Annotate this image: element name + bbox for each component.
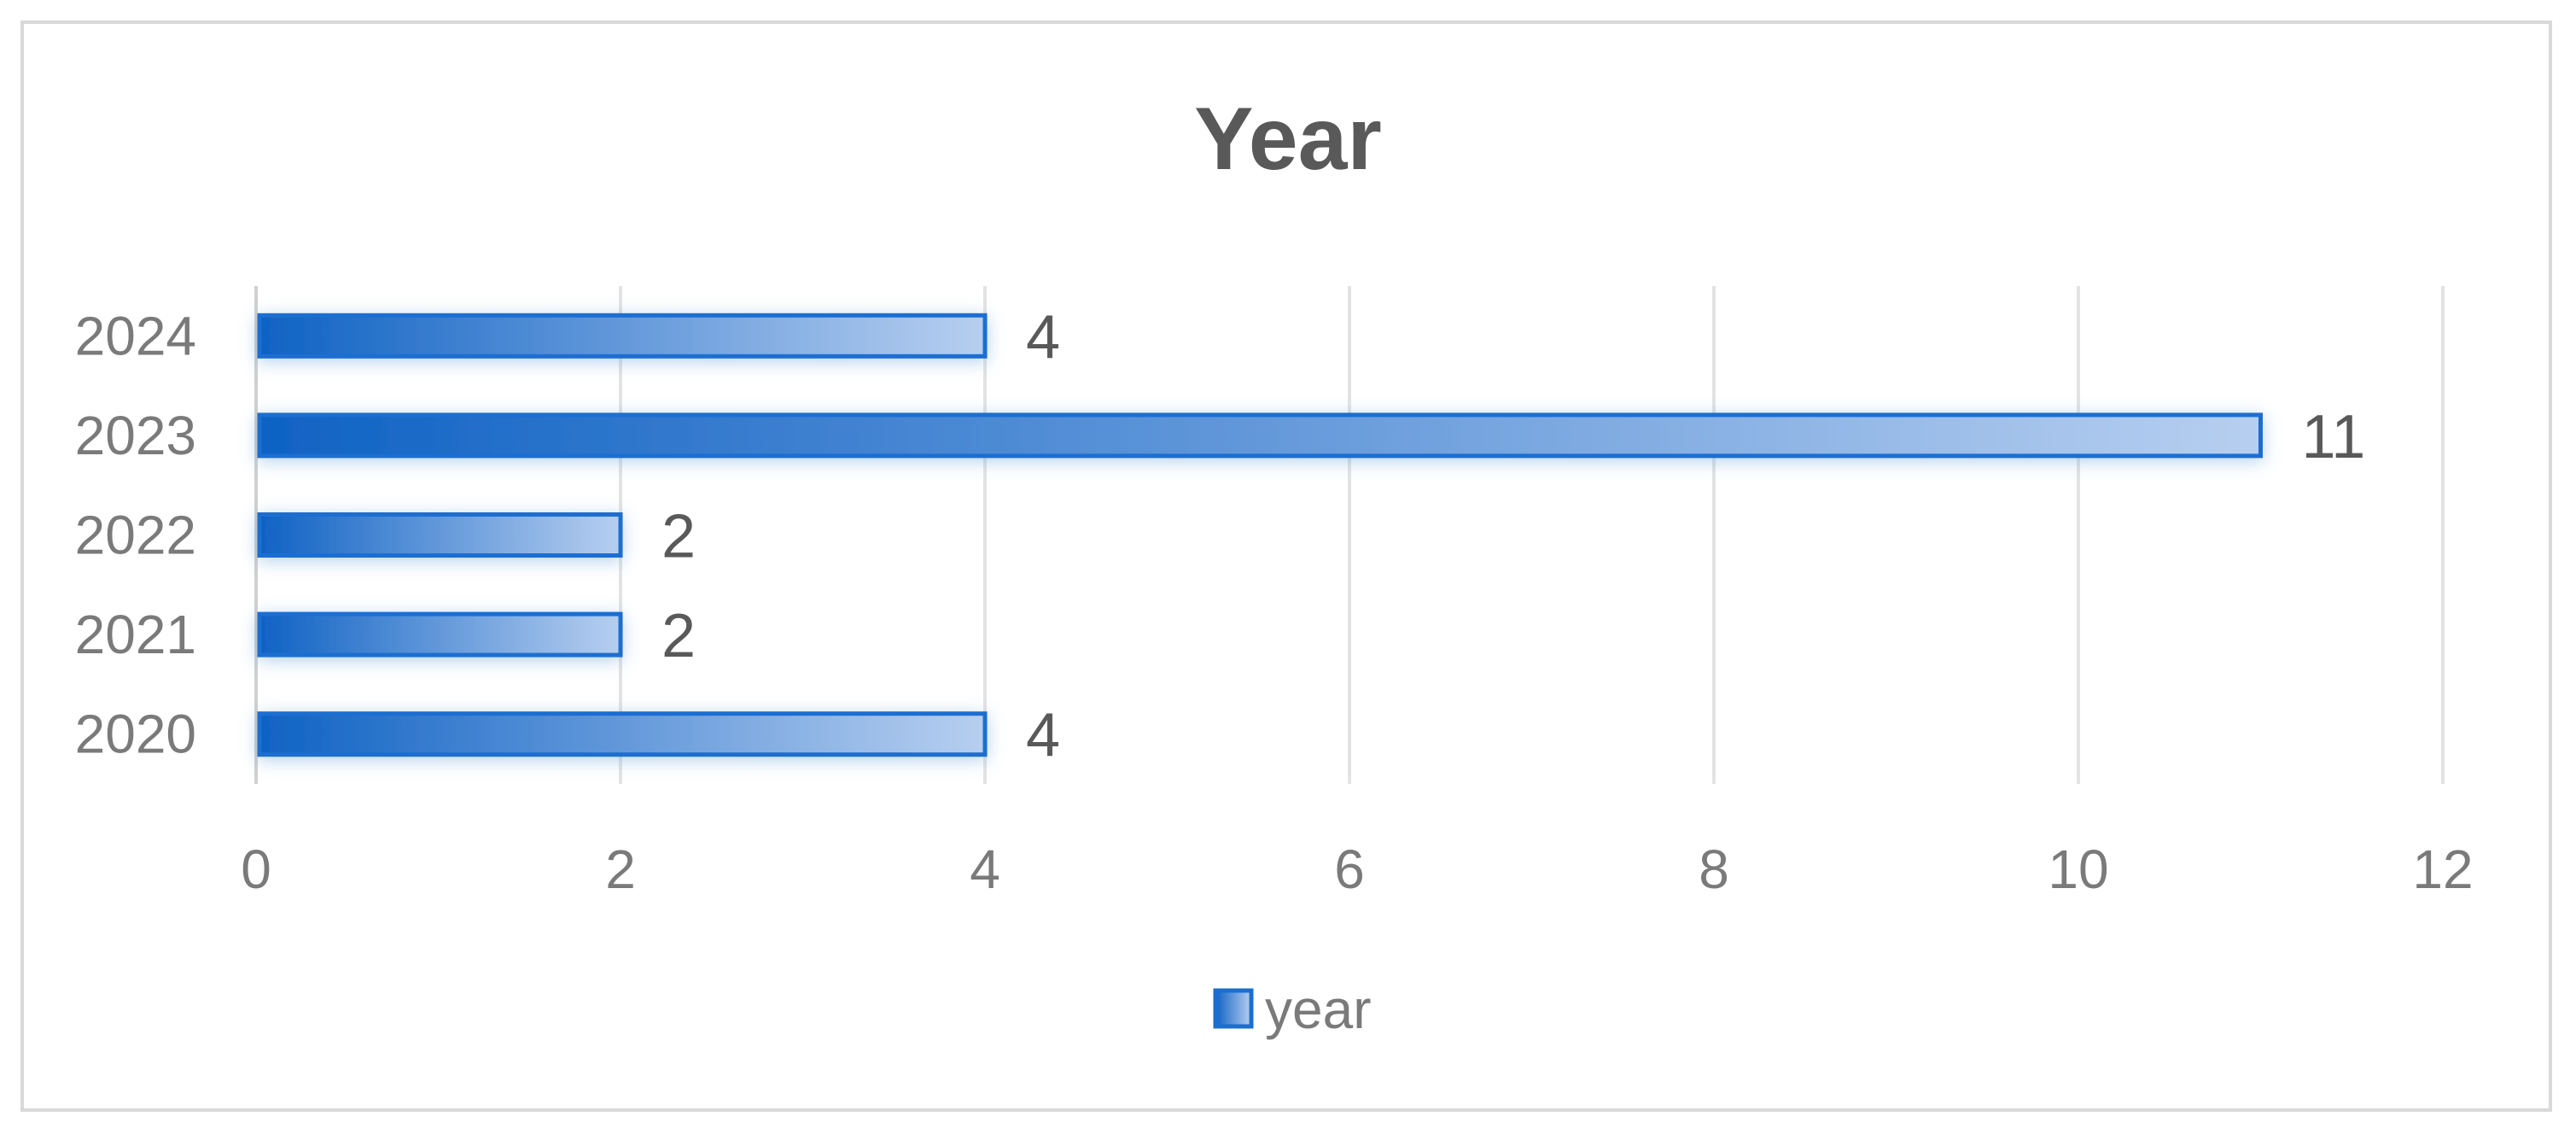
legend-swatch — [1213, 988, 1254, 1029]
x-axis-tick-labels: 0 2 4 6 8 10 12 — [241, 839, 2473, 900]
legend-label-year: year — [1265, 979, 1372, 1040]
x-tick-label: 8 — [1699, 839, 1729, 900]
x-tick-label: 0 — [241, 839, 271, 900]
y-tick-label-2024: 2024 — [75, 305, 196, 366]
bar-2024 — [257, 313, 988, 359]
x-tick-label: 2 — [605, 839, 636, 900]
data-label-2023: 11 — [2302, 403, 2366, 471]
data-label-2020: 4 — [1026, 702, 1060, 770]
bar-2022 — [257, 512, 623, 558]
data-label-2022: 2 — [661, 503, 696, 571]
gridlines — [254, 286, 2445, 784]
x-tick-label: 6 — [1334, 839, 1365, 900]
data-label-2024: 4 — [1026, 303, 1060, 371]
bar-2023 — [257, 412, 2263, 459]
bar-2020 — [257, 711, 988, 757]
y-axis-tick-labels: 2020 2021 2022 2023 2024 — [75, 305, 196, 764]
chart-title: Year — [1194, 90, 1382, 189]
x-tick-label: 4 — [970, 839, 1000, 900]
y-tick-label-2021: 2021 — [75, 604, 196, 665]
y-tick-label-2020: 2020 — [75, 704, 196, 765]
data-labels: 4 2 2 11 4 — [661, 303, 2365, 769]
bar-2021 — [257, 611, 623, 658]
bars — [257, 313, 2263, 757]
y-tick-label-2022: 2022 — [75, 505, 196, 566]
x-tick-label: 12 — [2412, 839, 2473, 900]
legend: year — [1213, 979, 1372, 1040]
data-label-2021: 2 — [661, 602, 696, 670]
chart-frame — [20, 20, 2552, 1112]
y-tick-label-2023: 2023 — [75, 405, 196, 466]
x-tick-label: 10 — [2048, 839, 2108, 900]
